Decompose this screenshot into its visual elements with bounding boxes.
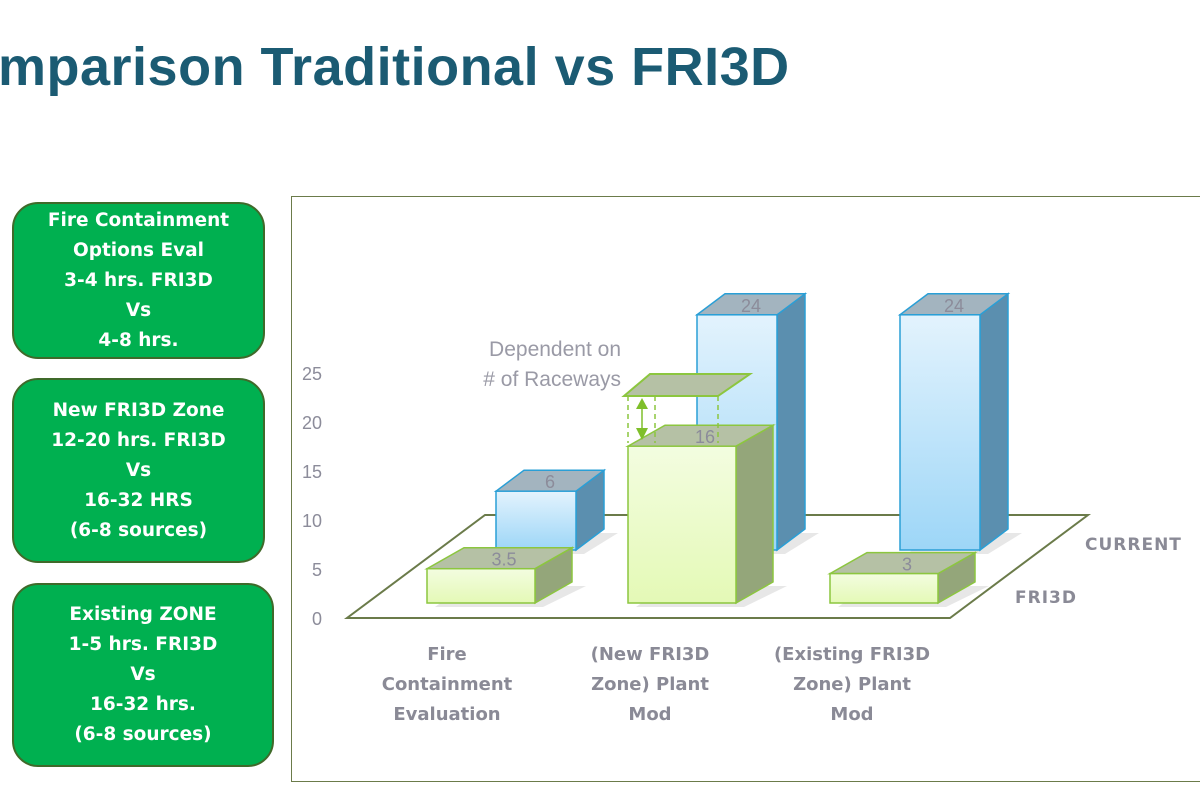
- bar-fri3d: [829, 572, 939, 604]
- data-label: 3: [902, 555, 912, 575]
- info-line: 12-20 hrs. FRI3D: [51, 429, 226, 451]
- slide-title: mparison Traditional vs FRI3D: [0, 37, 790, 97]
- info-line: Vs: [130, 664, 156, 685]
- series-label-fri3d: FRI3D: [1015, 588, 1077, 608]
- data-label: 3.5: [491, 550, 516, 570]
- annotation-text: Dependent on: [489, 338, 621, 361]
- info-box-existing-zone: Existing ZONE 1-5 hrs. FRI3D Vs 16-32 hr…: [12, 583, 274, 767]
- category-label: Evaluation: [393, 704, 500, 725]
- info-line: New FRI3D Zone: [52, 399, 225, 421]
- bar-fri3d: [426, 567, 536, 604]
- data-label: 24: [944, 296, 964, 316]
- bar-side-fri3d: [735, 423, 774, 605]
- bar-fri3d: [627, 445, 737, 604]
- info-line: 1-5 hrs. FRI3D: [68, 634, 218, 655]
- y-tick-label: 10: [302, 511, 322, 531]
- category-label: (New FRI3D: [591, 644, 710, 665]
- data-label: 16: [695, 427, 715, 447]
- arrow-up-icon: [636, 398, 648, 410]
- category-label: Mod: [830, 704, 873, 725]
- info-line: Fire Containment: [47, 209, 230, 231]
- info-line: 4-8 hrs.: [98, 329, 179, 351]
- annotation-ghost-top: [621, 373, 754, 398]
- y-tick-label: 15: [302, 462, 322, 482]
- category-label: Mod: [628, 704, 671, 725]
- bar-side-current: [776, 292, 806, 552]
- info-line: 16-32 hrs.: [90, 694, 196, 715]
- category-label: Containment: [382, 674, 513, 695]
- info-line: 3-4 hrs. FRI3D: [64, 269, 213, 291]
- info-line: Vs: [125, 459, 152, 481]
- category-label: Zone) Plant: [793, 674, 911, 695]
- data-label: 24: [741, 296, 761, 316]
- category-label: (Existing FRI3D: [774, 644, 930, 665]
- info-line: Vs: [125, 299, 152, 321]
- data-label: 6: [545, 472, 555, 492]
- info-line: Options Eval: [72, 239, 204, 261]
- y-tick-label: 0: [312, 609, 322, 629]
- arrow-down-icon: [636, 428, 648, 440]
- info-line: Existing ZONE: [69, 604, 217, 625]
- category-label: Fire: [427, 644, 467, 665]
- info-line: 16-32 HRS: [84, 489, 193, 511]
- y-tick-label: 25: [302, 364, 322, 384]
- y-tick-label: 20: [302, 413, 322, 433]
- y-tick-label: 5: [312, 560, 322, 580]
- series-label-current: CURRENT: [1085, 535, 1182, 555]
- chart-frame: [291, 196, 1200, 782]
- info-line: (6-8 sources): [74, 724, 212, 745]
- category-label: Zone) Plant: [591, 674, 709, 695]
- annotation-text: # of Raceways: [483, 368, 621, 391]
- info-box-new-zone: New FRI3D Zone 12-20 hrs. FRI3D Vs 16-32…: [12, 378, 265, 563]
- info-line: (6-8 sources): [69, 519, 208, 541]
- info-box-fire-containment: Fire Containment Options Eval 3-4 hrs. F…: [12, 202, 265, 359]
- bar-current: [899, 314, 981, 551]
- bar-current: [495, 490, 577, 551]
- bar-side-current: [979, 292, 1009, 552]
